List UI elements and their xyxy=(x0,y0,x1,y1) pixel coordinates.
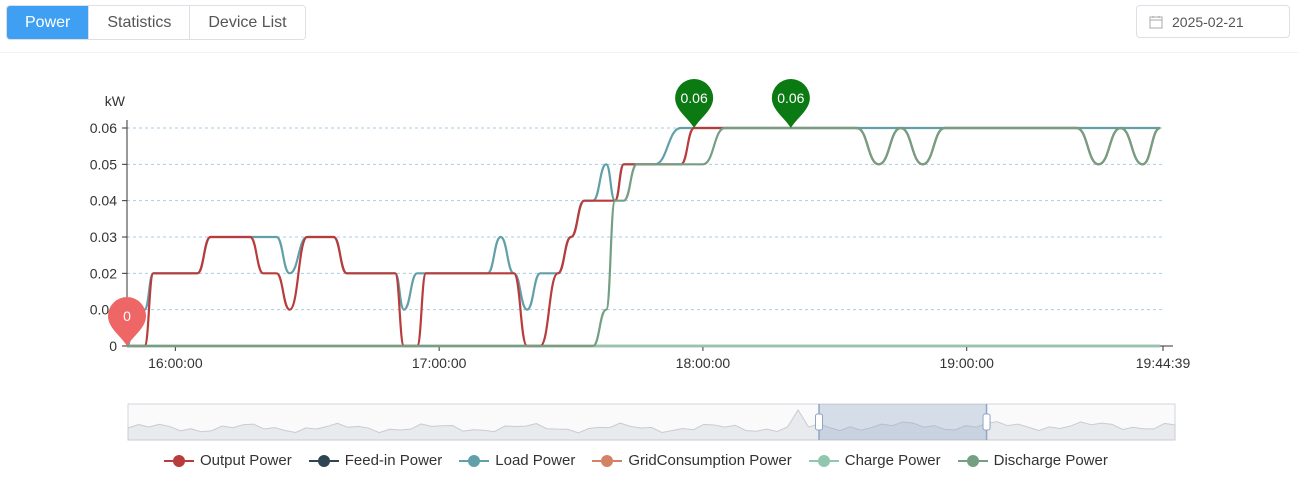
header-divider xyxy=(0,52,1299,53)
value-marker: 0.06 xyxy=(771,79,810,128)
marker-label: 0.06 xyxy=(681,90,708,106)
tab-bar: Power Statistics Device List xyxy=(6,5,306,40)
legend-symbol-icon xyxy=(308,454,339,467)
x-tick-label: 17:00:00 xyxy=(412,355,467,371)
marker-label: 0.06 xyxy=(777,90,804,106)
legend-item[interactable]: Feed-in Power xyxy=(308,452,443,469)
x-tick-label: 19:44:39 xyxy=(1136,355,1191,371)
zoom-handle-grip xyxy=(815,413,824,431)
value-marker: 0 xyxy=(108,297,146,346)
x-tick-label: 19:00:00 xyxy=(939,355,994,371)
y-tick-label: 0.05 xyxy=(90,156,117,172)
zoom-handle-grip xyxy=(982,413,991,431)
legend-item[interactable]: Load Power xyxy=(459,452,575,469)
x-tick-label: 16:00:00 xyxy=(148,355,203,371)
legend-label: Charge Power xyxy=(844,452,941,469)
legend-item[interactable]: GridConsumption Power xyxy=(592,452,792,469)
zoom-handle[interactable] xyxy=(982,404,991,440)
y-tick-label: 0.02 xyxy=(90,265,117,281)
data-zoom-slider xyxy=(127,403,1176,441)
y-axis-label: kW xyxy=(105,93,126,109)
y-tick-label: 0.03 xyxy=(90,229,117,245)
date-picker[interactable]: 2025-02-21 xyxy=(1136,5,1290,38)
marker-pin xyxy=(675,79,714,128)
marker-pin xyxy=(771,79,810,128)
y-tick-label: 0.04 xyxy=(90,193,117,209)
y-tick-label: 0.06 xyxy=(90,120,117,136)
legend-label: Load Power xyxy=(495,452,576,469)
marker-label: 0 xyxy=(123,308,131,324)
date-value: 2025-02-21 xyxy=(1172,13,1244,30)
legend-label: GridConsumption Power xyxy=(628,452,792,469)
zoom-window xyxy=(819,404,987,440)
legend-item[interactable]: Charge Power xyxy=(808,452,941,469)
calendar-icon xyxy=(1149,15,1163,28)
series-lines xyxy=(125,126,1161,348)
tab-statistics[interactable]: Statistics xyxy=(89,6,191,39)
legend-item[interactable]: Discharge Power xyxy=(957,452,1108,469)
series-line xyxy=(127,126,1161,348)
y-tick-label: 0 xyxy=(109,338,117,354)
legend-symbol-icon xyxy=(808,454,839,467)
marker-pin xyxy=(108,297,146,346)
value-marker: 0.06 xyxy=(675,79,714,128)
legend-item[interactable]: Output Power xyxy=(164,452,292,469)
legend-symbol-icon xyxy=(459,454,490,467)
grid-lines xyxy=(127,127,1163,311)
zoom-preview xyxy=(127,409,1176,441)
x-tick-label: 18:00:00 xyxy=(676,355,731,371)
legend-symbol-icon xyxy=(164,454,194,467)
legend-label: Feed-in Power xyxy=(344,452,443,469)
legend-symbol-icon xyxy=(957,454,988,467)
tab-device-list[interactable]: Device List xyxy=(190,6,305,39)
legend-symbol-icon xyxy=(592,454,623,467)
zoom-handle[interactable] xyxy=(815,404,824,440)
legend-label: Output Power xyxy=(200,452,292,469)
tab-power[interactable]: Power xyxy=(7,6,90,39)
legend-label: Discharge Power xyxy=(993,452,1108,469)
legend: Output Power Feed-in Power Load Power GridC… xyxy=(164,452,1125,469)
markers: 0 0.06 0.06 xyxy=(108,79,810,346)
